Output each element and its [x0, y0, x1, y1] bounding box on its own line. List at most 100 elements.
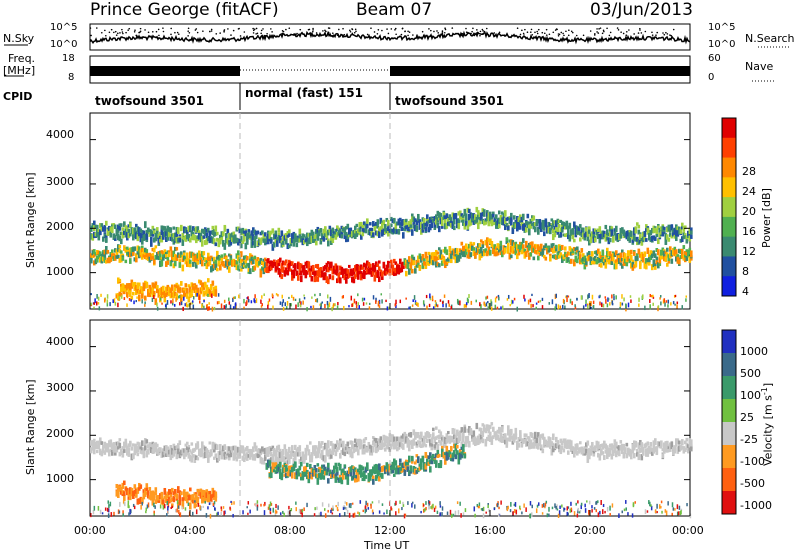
power-cb-tick-20: 20 — [742, 205, 756, 218]
power-cell — [286, 300, 289, 306]
power-cell — [166, 250, 170, 254]
power-cell — [349, 232, 353, 238]
velocity-cell — [282, 449, 285, 454]
power-cell — [150, 240, 153, 247]
power-cell — [445, 303, 447, 308]
velocity-cell — [465, 439, 468, 444]
velocity-cell — [277, 456, 281, 463]
velocity-cell — [366, 462, 369, 467]
power-cell — [382, 228, 386, 235]
power-cell — [690, 250, 693, 258]
power-cell — [381, 271, 384, 276]
nsearch-dot — [625, 34, 628, 36]
power-cell — [541, 219, 545, 226]
velocity-cell — [420, 444, 423, 449]
nsearch-dot — [602, 29, 605, 32]
power-cell — [423, 258, 426, 262]
velocity-cell — [238, 454, 242, 459]
power-cell — [180, 251, 183, 255]
power-cell — [438, 247, 441, 251]
power-cell — [369, 222, 372, 226]
power-cell — [601, 303, 603, 308]
nsearch-dot — [552, 31, 555, 34]
power-cell — [676, 233, 680, 237]
velocity-cell — [117, 441, 120, 447]
power-cell — [514, 250, 518, 256]
velocity-cell — [268, 473, 272, 478]
power-cell — [605, 298, 607, 304]
power-cell — [543, 220, 546, 227]
power-cell — [100, 223, 104, 227]
power-cell — [204, 240, 207, 246]
velocity-cell — [169, 453, 173, 461]
velocity-cell — [133, 443, 137, 450]
power-cell — [555, 224, 558, 231]
power-cell — [604, 256, 608, 263]
velocity-cell — [633, 444, 636, 451]
power-cell — [385, 269, 389, 275]
power-cell — [548, 302, 551, 305]
power-cell — [310, 276, 314, 282]
power-cell — [277, 259, 281, 263]
power-cell — [555, 293, 558, 298]
velocity-cell — [627, 447, 630, 453]
velocity-cell — [318, 469, 321, 473]
power-cell — [540, 226, 543, 233]
velocity-cell — [393, 458, 396, 466]
nsearch-dot — [575, 34, 578, 37]
power-cell — [217, 260, 221, 267]
velocity-cell — [678, 446, 681, 452]
power-cell — [498, 217, 501, 224]
power-cell — [674, 294, 677, 298]
velocity-cell — [228, 446, 231, 451]
velocity-cell — [586, 456, 590, 463]
power-cell — [90, 302, 92, 306]
power-cell — [583, 234, 587, 241]
power-cell — [631, 239, 635, 243]
power-cell — [368, 302, 371, 305]
velocity-cell — [204, 446, 207, 451]
power-cell — [456, 251, 459, 258]
power-cell — [133, 281, 137, 288]
power-cell — [433, 255, 437, 260]
power-cell — [609, 231, 612, 237]
velocity-cell — [663, 442, 666, 446]
velocity-cell — [330, 441, 333, 446]
power-cell — [139, 249, 143, 256]
power-cell — [685, 298, 687, 302]
velocity-cell — [187, 453, 191, 459]
power-cell — [489, 249, 492, 256]
power-cell — [192, 283, 195, 290]
power-cell — [165, 228, 168, 232]
velocity-cell — [133, 484, 137, 489]
power-cell — [225, 304, 227, 308]
velocity-cell — [337, 477, 341, 482]
power-cell — [286, 269, 290, 276]
velocity-cell — [444, 441, 447, 448]
power-cell — [300, 275, 303, 283]
velocity-cell — [688, 447, 692, 451]
power-cell — [182, 306, 184, 312]
power-cell — [316, 298, 319, 303]
velocity-cell — [270, 466, 273, 470]
power-cell — [165, 261, 168, 267]
power-cell — [510, 239, 513, 246]
velocity-cell — [369, 469, 372, 474]
power-cell — [684, 235, 687, 239]
nsearch-dot — [481, 28, 484, 31]
power-cell — [135, 232, 138, 240]
power-cell — [202, 235, 206, 239]
power-cell — [444, 218, 447, 224]
power-cell — [238, 257, 242, 264]
velocity-cell — [156, 443, 159, 447]
power-cell — [460, 250, 464, 255]
power-cell — [175, 247, 179, 251]
velocity-cell — [382, 442, 386, 448]
power-cell — [406, 263, 410, 270]
velocity-cell — [528, 442, 531, 450]
velocity-cell — [585, 442, 588, 449]
power-cell — [406, 259, 410, 266]
power-cell — [339, 228, 342, 234]
power-cell — [240, 267, 243, 272]
power-cell — [447, 219, 450, 226]
